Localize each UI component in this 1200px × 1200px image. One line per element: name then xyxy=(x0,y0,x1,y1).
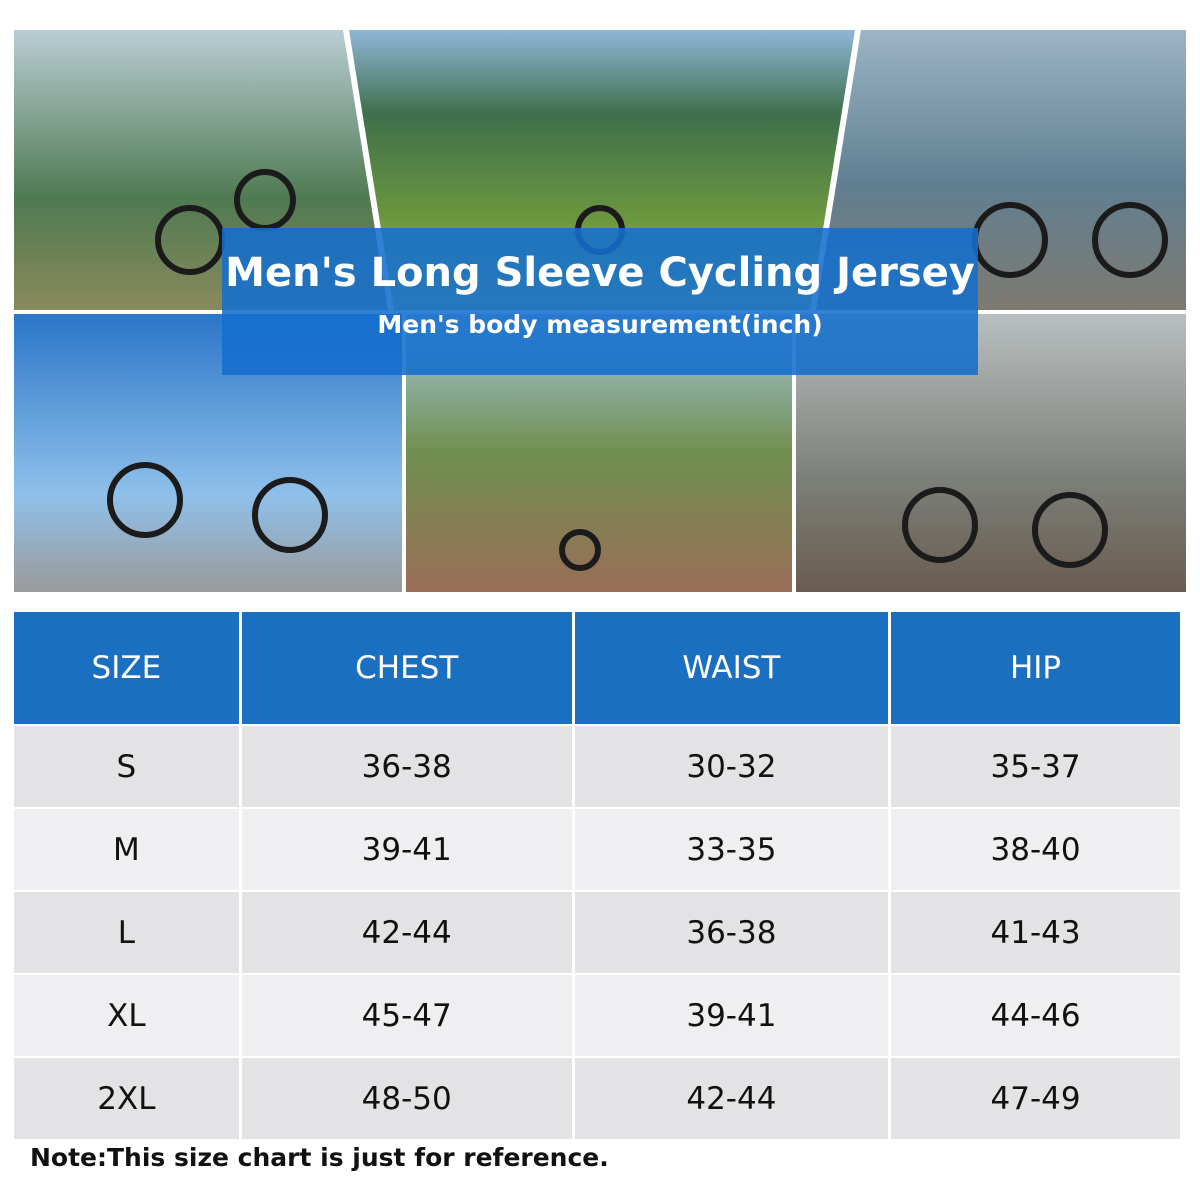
table-cell: 33-35 xyxy=(574,809,889,890)
table-row: L 42-44 36-38 41-43 xyxy=(14,892,1180,973)
table-cell: 42-44 xyxy=(574,1058,889,1139)
subtitle: Men's body measurement(inch) xyxy=(377,310,823,339)
table-row: M 39-41 33-35 38-40 xyxy=(14,809,1180,890)
column-header: WAIST xyxy=(574,612,889,724)
table-row: XL 45-47 39-41 44-46 xyxy=(14,975,1180,1056)
title-banner: Men's Long Sleeve Cycling Jersey Men's b… xyxy=(222,228,978,375)
table-cell: 39-41 xyxy=(574,975,889,1056)
table-cell: 39-41 xyxy=(241,809,572,890)
column-header: HIP xyxy=(891,612,1180,724)
size-table: SIZE CHEST WAIST HIP S 36-38 30-32 35-37 M 39-41… xyxy=(11,610,1183,1141)
header-row: SIZE CHEST WAIST HIP xyxy=(14,612,1180,724)
table-cell: 45-47 xyxy=(241,975,572,1056)
table-cell: 36-38 xyxy=(574,892,889,973)
column-header: CHEST xyxy=(241,612,572,724)
table-cell: 2XL xyxy=(14,1058,239,1139)
table-cell: XL xyxy=(14,975,239,1056)
table-cell: 42-44 xyxy=(241,892,572,973)
table-cell: M xyxy=(14,809,239,890)
table-row: S 36-38 30-32 35-37 xyxy=(14,726,1180,807)
column-header: SIZE xyxy=(14,612,239,724)
table-cell: S xyxy=(14,726,239,807)
table-cell: L xyxy=(14,892,239,973)
table-cell: 44-46 xyxy=(891,975,1180,1056)
table-cell: 30-32 xyxy=(574,726,889,807)
table-cell: 47-49 xyxy=(891,1058,1180,1139)
table-cell: 35-37 xyxy=(891,726,1180,807)
table-cell: 48-50 xyxy=(241,1058,572,1139)
table-cell: 41-43 xyxy=(891,892,1180,973)
table-cell: 36-38 xyxy=(241,726,572,807)
note: Note:This size chart is just for referen… xyxy=(30,1143,609,1172)
title: Men's Long Sleeve Cycling Jersey xyxy=(225,250,975,296)
table-row: 2XL 48-50 42-44 47-49 xyxy=(14,1058,1180,1139)
table-cell: 38-40 xyxy=(891,809,1180,890)
